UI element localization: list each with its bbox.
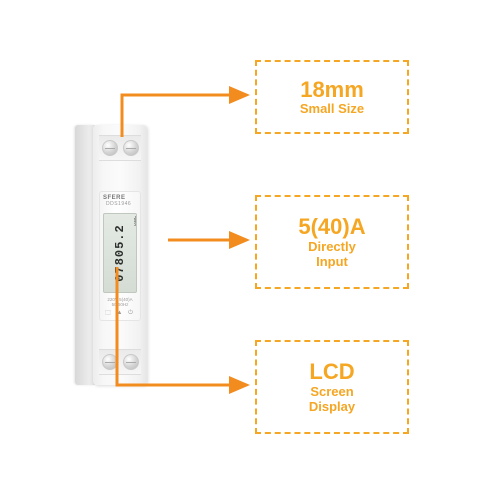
lcd-unit: kWh <box>134 216 137 226</box>
screw-icon <box>123 354 139 370</box>
device-faceplate: SFERE DDS1946 07805.2 kWh 220V 5(40)A 50… <box>99 191 141 321</box>
callout-current: 5(40)A Directly Input <box>255 195 409 289</box>
callout-big: 5(40)A <box>298 214 365 239</box>
callout-small: Directly <box>308 240 356 255</box>
brand-label: SFERE DDS1946 <box>99 191 141 207</box>
screw-icon <box>123 140 139 156</box>
device-meter: SFERE DDS1946 07805.2 kWh 220V 5(40)A 50… <box>75 125 165 385</box>
screw-icon <box>102 354 118 370</box>
device-icons: ⬚ ▲ ⏻ <box>103 309 137 317</box>
callout-small: Display <box>309 400 355 415</box>
callout-small-size: 18mm Small Size <box>255 60 409 134</box>
callout-lcd: LCD Screen Display <box>255 340 409 434</box>
device-rail-bracket <box>75 125 95 385</box>
terminal-top <box>99 135 141 161</box>
callout-small: Screen <box>310 385 353 400</box>
callout-big: 18mm <box>300 77 364 102</box>
callout-big: LCD <box>309 359 354 384</box>
lcd-screen: 07805.2 kWh <box>103 213 137 293</box>
callout-small: Small Size <box>300 102 364 117</box>
lcd-reading: 07805.2 <box>113 224 127 281</box>
model-text: DDS1946 <box>106 201 131 207</box>
rating-line: 220V 5(40)A 50/60Hz <box>103 297 137 307</box>
terminal-bottom <box>99 349 141 375</box>
callout-small: Input <box>316 255 348 270</box>
screw-icon <box>102 140 118 156</box>
